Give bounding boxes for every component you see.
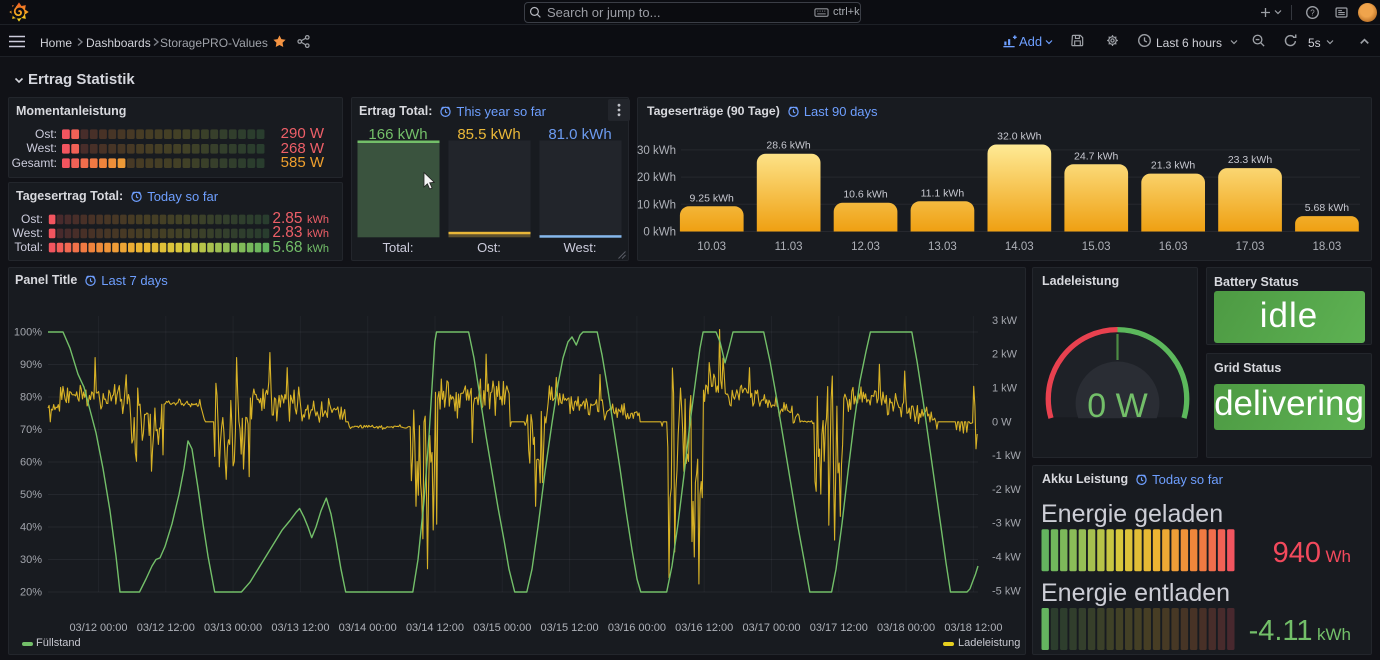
svg-text:?: ? [1310, 8, 1315, 17]
